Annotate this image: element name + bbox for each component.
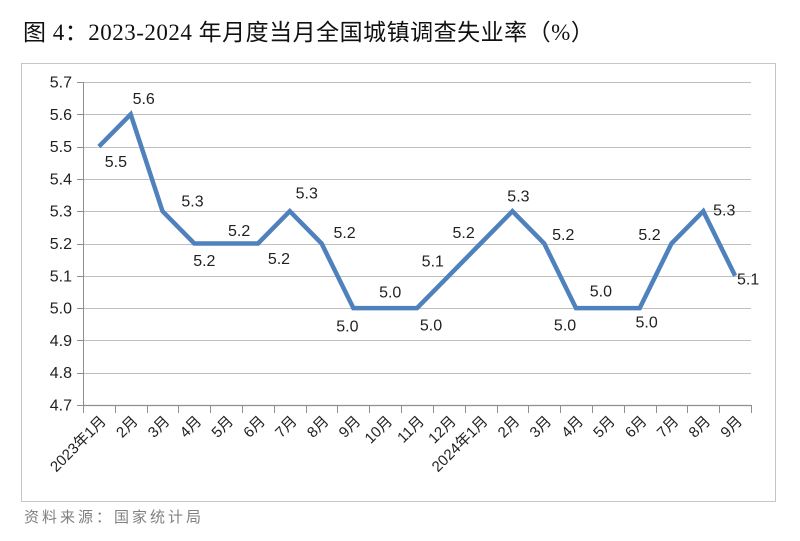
x-tick-label: 5月 [208, 413, 237, 442]
x-tick-label: 7月 [272, 413, 301, 442]
data-label: 5.0 [420, 318, 442, 335]
x-tick-label: 6月 [240, 413, 269, 442]
x-tick-label: 8月 [686, 413, 715, 442]
data-label: 5.6 [133, 91, 155, 108]
x-tick-label: 9月 [336, 413, 365, 442]
y-tick-label: 5.2 [50, 236, 72, 253]
y-tick-label: 5.5 [50, 139, 72, 156]
y-tick-label: 4.8 [50, 365, 72, 382]
chart-svg: 5.7 5.6 5.5 5.4 5.3 5.2 5.1 5.0 4.9 4.8 4.7 5.5 5.6 5… [47, 75, 759, 476]
chart-frame: 5.7 5.6 5.5 5.4 5.3 5.2 5.1 5.0 4.9 4.8 4.7 5.5 5.6 5… [21, 63, 776, 502]
data-label: 5.5 [105, 154, 127, 171]
data-label: 5.2 [452, 225, 474, 242]
y-tick-label: 5.7 [50, 75, 72, 92]
source-note: 资料来源：国家统计局 [24, 510, 205, 526]
data-label: 5.3 [507, 189, 529, 206]
x-tick-label: 3月 [527, 413, 556, 442]
x-tick-label: 2月 [113, 413, 142, 442]
data-label: 5.3 [296, 186, 318, 203]
x-tick-label: 2023年1月 [47, 413, 110, 476]
chart-title: 图 4：2023-2024 年月度当月全国城镇调查失业率（%） [23, 20, 595, 45]
data-label: 5.3 [181, 194, 203, 211]
y-tick-label: 5.6 [50, 107, 72, 124]
y-tick-label: 4.9 [50, 333, 72, 350]
x-tick-label: 11月 [394, 413, 428, 447]
data-label: 5.2 [193, 253, 215, 270]
y-tick-label: 5.4 [50, 171, 72, 188]
data-label: 5.0 [379, 285, 401, 302]
data-label: 5.1 [737, 271, 759, 288]
y-tick-label: 5.1 [50, 268, 72, 285]
x-tick-label: 9月 [717, 413, 746, 442]
data-label: 5.2 [638, 227, 660, 244]
data-label: 5.0 [336, 319, 358, 336]
x-tick-label: 7月 [654, 413, 683, 442]
x-tick-label: 4月 [177, 413, 206, 442]
data-label: 5.2 [268, 251, 290, 268]
data-label: 5.0 [590, 284, 612, 301]
x-tick-label: 3月 [145, 413, 174, 442]
x-tick-label: 6月 [622, 413, 651, 442]
x-tick-label: 4月 [558, 413, 587, 442]
data-label: 5.3 [713, 203, 735, 220]
data-label: 5.0 [636, 315, 658, 332]
x-tick-label: 2月 [495, 413, 524, 442]
data-label: 5.2 [333, 225, 355, 242]
x-tick-label: 5月 [590, 413, 619, 442]
data-label: 5.1 [422, 253, 444, 270]
y-tick-label: 5.3 [50, 204, 72, 221]
data-label: 5.2 [552, 227, 574, 244]
data-label: 5.2 [228, 223, 250, 240]
series-line [97, 110, 738, 311]
x-tick-label: 8月 [304, 413, 333, 442]
y-tick-label: 4.7 [50, 398, 72, 415]
data-label: 5.0 [554, 318, 576, 335]
y-tick-label: 5.0 [50, 301, 72, 318]
x-tick-label: 10月 [362, 413, 396, 447]
